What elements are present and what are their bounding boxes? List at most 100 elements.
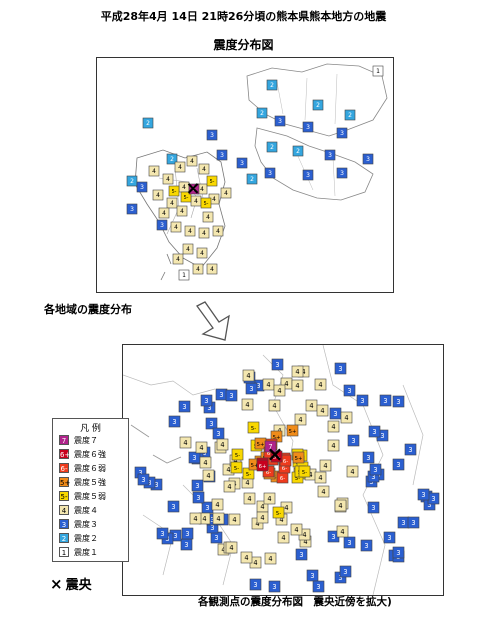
intensity-marker-label: 3 bbox=[396, 549, 400, 557]
intensity-marker-label: 4 bbox=[340, 528, 344, 536]
intensity-marker-label: 3 bbox=[401, 519, 405, 527]
intensity-marker bbox=[336, 525, 349, 538]
intensity-marker-label: 4 bbox=[202, 515, 206, 523]
intensity-marker-label: 4 bbox=[199, 444, 203, 452]
intensity-marker bbox=[306, 569, 319, 582]
intensity-marker-label: 4 bbox=[244, 554, 248, 562]
intensity-marker bbox=[241, 398, 254, 411]
intensity-marker-label: 3 bbox=[154, 481, 158, 489]
intensity-marker-label: 3 bbox=[192, 454, 196, 462]
intensity-marker-label: 5- bbox=[172, 189, 177, 195]
intensity-marker bbox=[312, 99, 324, 111]
legend-swatch: 5- bbox=[59, 491, 69, 501]
intensity-marker bbox=[211, 498, 224, 511]
intensity-marker-label: 4 bbox=[284, 380, 288, 388]
intensity-marker-label: 4 bbox=[152, 168, 156, 175]
close-icon: × bbox=[50, 575, 63, 593]
intensity-marker-label: 4 bbox=[156, 192, 160, 199]
intensity-marker-label: 3 bbox=[360, 397, 364, 405]
intensity-marker-label: 3 bbox=[268, 170, 272, 177]
intensity-marker-label: 2 bbox=[270, 82, 274, 89]
legend-label: 震度５弱 bbox=[74, 491, 106, 501]
intensity-marker-label: 5- bbox=[210, 179, 215, 185]
legend-item: 1 震度１ bbox=[59, 545, 128, 559]
intensity-marker-label: 5- bbox=[234, 466, 239, 472]
intensity-marker bbox=[172, 253, 184, 265]
intensity-marker-label: 3 bbox=[427, 501, 431, 509]
intensity-marker bbox=[298, 465, 311, 478]
intensity-marker-label: 4 bbox=[298, 416, 302, 424]
intensity-marker bbox=[334, 362, 347, 375]
intensity-marker bbox=[340, 411, 353, 424]
intensity-marker-label: 3 bbox=[219, 391, 223, 399]
intensity-marker-label: 4 bbox=[272, 402, 276, 410]
intensity-marker-label: 4 bbox=[247, 495, 251, 503]
intensity-marker-label: 3 bbox=[421, 491, 425, 499]
intensity-marker bbox=[302, 121, 314, 133]
intensity-marker bbox=[274, 115, 286, 127]
intensity-marker-label: 4 bbox=[194, 198, 198, 205]
intensity-marker-label: 3 bbox=[299, 551, 303, 559]
intensity-marker bbox=[344, 109, 356, 121]
intensity-marker-label: 4 bbox=[174, 224, 178, 231]
intensity-marker-label: 4 bbox=[295, 382, 299, 390]
intensity-marker bbox=[220, 187, 232, 199]
intensity-marker-label: 2 bbox=[348, 112, 352, 119]
legend-title: 凡 例 bbox=[80, 424, 101, 434]
intensity-marker bbox=[372, 65, 384, 77]
intensity-marker bbox=[302, 169, 314, 181]
intensity-marker-label: 2 bbox=[170, 156, 174, 163]
intensity-marker-label: 4 bbox=[338, 502, 342, 510]
intensity-marker-label: 5- bbox=[251, 426, 256, 432]
intensity-marker-label: 4 bbox=[323, 462, 327, 470]
intensity-marker bbox=[273, 384, 286, 397]
intensity-marker-label: 3 bbox=[275, 361, 279, 369]
intensity-marker bbox=[314, 378, 327, 391]
intensity-marker-label: 4 bbox=[226, 466, 230, 474]
intensity-marker-label: 4 bbox=[245, 401, 249, 409]
intensity-marker-label: 3 bbox=[173, 532, 177, 540]
intensity-marker bbox=[264, 167, 276, 179]
intensity-marker bbox=[202, 469, 215, 482]
intensity-marker-label: 7 bbox=[268, 443, 272, 451]
intensity-marker-label: 6- bbox=[267, 451, 272, 457]
intensity-marker bbox=[379, 394, 392, 407]
intensity-marker bbox=[295, 548, 308, 561]
intensity-marker bbox=[242, 369, 255, 382]
intensity-marker bbox=[256, 459, 269, 472]
intensity-marker bbox=[362, 451, 375, 464]
intensity-marker-label: 4 bbox=[229, 544, 233, 552]
intensity-marker-label: 5+ bbox=[257, 442, 265, 448]
intensity-marker bbox=[200, 197, 212, 209]
intensity-marker-label: 3 bbox=[210, 524, 214, 532]
intensity-marker bbox=[168, 185, 180, 197]
intensity-marker-label: 4 bbox=[318, 381, 322, 389]
intensity-marker-label: 3 bbox=[272, 583, 276, 591]
legend-label: 震度５強 bbox=[74, 477, 106, 487]
intensity-marker-label: 4 bbox=[309, 402, 313, 410]
intensity-marker-label: 3 bbox=[383, 397, 387, 405]
legend-swatch: 3 bbox=[59, 519, 69, 529]
intensity-marker-label: 4 bbox=[268, 555, 272, 563]
intensity-marker bbox=[198, 227, 210, 239]
intensity-marker-label: 5+ bbox=[289, 429, 297, 435]
intensity-marker-label: 4 bbox=[302, 531, 306, 539]
intensity-marker bbox=[392, 458, 405, 471]
intensity-marker bbox=[231, 448, 244, 461]
intensity-marker bbox=[407, 516, 420, 529]
legend-item: 5- 震度５弱 bbox=[59, 489, 128, 503]
intensity-marker-label: 4 bbox=[206, 214, 210, 221]
intensity-marker-label: 3 bbox=[351, 437, 355, 445]
epicenter-legend-label: 震央 bbox=[65, 578, 92, 593]
intensity-marker bbox=[228, 513, 241, 526]
legend-swatch: 4 bbox=[59, 505, 69, 515]
intensity-marker bbox=[225, 389, 238, 402]
intensity-marker-label: 4 bbox=[176, 256, 180, 263]
legend-item: 3 震度３ bbox=[59, 517, 128, 531]
intensity-marker bbox=[206, 129, 218, 141]
intensity-marker-label: 5- bbox=[276, 511, 281, 517]
intensity-marker bbox=[270, 450, 283, 463]
intensity-marker bbox=[336, 127, 348, 139]
intensity-marker bbox=[156, 219, 168, 231]
intensity-marker-label: 4 bbox=[246, 372, 250, 380]
